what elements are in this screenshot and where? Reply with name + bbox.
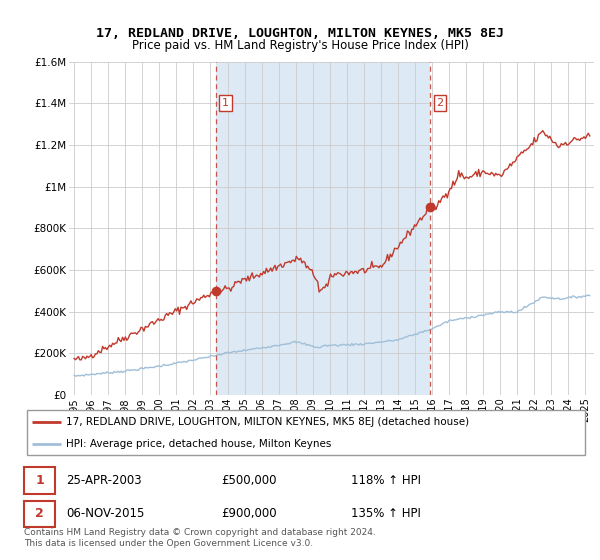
Text: 118% ↑ HPI: 118% ↑ HPI — [351, 474, 421, 487]
Text: £900,000: £900,000 — [221, 507, 277, 520]
Text: 17, REDLAND DRIVE, LOUGHTON, MILTON KEYNES, MK5 8EJ (detached house): 17, REDLAND DRIVE, LOUGHTON, MILTON KEYN… — [66, 417, 469, 427]
Text: HPI: Average price, detached house, Milton Keynes: HPI: Average price, detached house, Milt… — [66, 438, 332, 449]
Text: 06-NOV-2015: 06-NOV-2015 — [66, 507, 145, 520]
Text: 135% ↑ HPI: 135% ↑ HPI — [351, 507, 421, 520]
Text: 25-APR-2003: 25-APR-2003 — [66, 474, 142, 487]
Text: Contains HM Land Registry data © Crown copyright and database right 2024.
This d: Contains HM Land Registry data © Crown c… — [24, 528, 376, 548]
Text: £500,000: £500,000 — [221, 474, 277, 487]
Bar — [216, 62, 430, 395]
Text: 2: 2 — [436, 98, 443, 108]
FancyBboxPatch shape — [24, 501, 55, 527]
Text: 17, REDLAND DRIVE, LOUGHTON, MILTON KEYNES, MK5 8EJ: 17, REDLAND DRIVE, LOUGHTON, MILTON KEYN… — [96, 27, 504, 40]
Text: 2: 2 — [35, 507, 44, 520]
FancyBboxPatch shape — [24, 467, 55, 493]
Text: 1: 1 — [35, 474, 44, 487]
FancyBboxPatch shape — [27, 410, 585, 455]
Text: Price paid vs. HM Land Registry's House Price Index (HPI): Price paid vs. HM Land Registry's House … — [131, 39, 469, 52]
Text: 1: 1 — [222, 98, 229, 108]
